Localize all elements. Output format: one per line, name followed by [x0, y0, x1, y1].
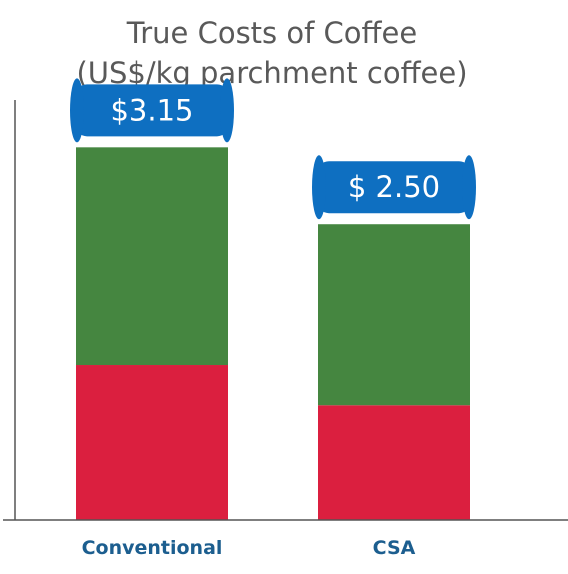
total-badge-conventional: $3.15: [70, 78, 234, 143]
total-badge-right-cap: [220, 78, 234, 143]
bar-segment-1-csa: [318, 405, 470, 520]
category-label-conventional: Conventional: [82, 537, 223, 559]
total-badge-body: [75, 84, 229, 137]
total-badge-right-cap: [462, 155, 476, 220]
bar-segment-2-conventional: [76, 147, 228, 366]
bar-segment-1-conventional: [76, 365, 228, 520]
bars: [76, 147, 470, 520]
total-badge-body: [317, 161, 471, 214]
total-badge-left-cap: [70, 78, 84, 143]
total-badge-csa: $ 2.50: [312, 155, 476, 220]
total-badges: $3.15 $ 2.50: [70, 78, 476, 220]
category-label-csa: CSA: [373, 537, 416, 559]
total-badge-left-cap: [312, 155, 326, 220]
bar-segment-2-csa: [318, 224, 470, 406]
total-label-conventional: $3.15: [110, 93, 193, 127]
category-labels: Conventional CSA: [82, 537, 416, 559]
chart-title: True Costs of Coffee: [126, 16, 417, 50]
total-label-csa: $ 2.50: [348, 170, 440, 204]
